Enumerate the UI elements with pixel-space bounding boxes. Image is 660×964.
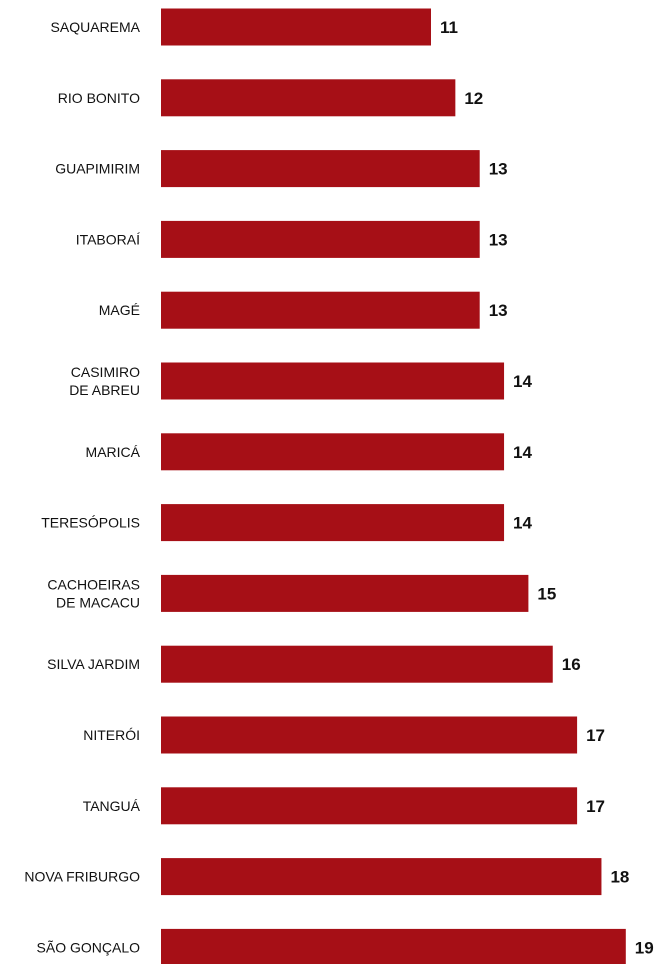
category-label-line: CASIMIRO (71, 364, 140, 380)
value-label-saquarema: 11 (440, 18, 458, 37)
bars (161, 8, 626, 964)
bar-silva-jardim (161, 645, 553, 683)
bar-tangua (161, 787, 578, 825)
category-label-line: SILVA JARDIM (47, 656, 140, 672)
value-label-sao-goncalo: 19 (635, 938, 654, 957)
value-label-casimiro-de-abreu: 14 (513, 372, 532, 391)
category-labels: SAQUAREMA RIO BONITO GUAPIMIRIM ITABORAÍ MAG… (24, 19, 140, 955)
category-label-marica: MARICÁ (86, 444, 141, 460)
category-label-nova-friburgo: NOVA FRIBURGO (24, 869, 140, 885)
category-label-niteroi: NITERÓI (83, 727, 140, 743)
category-label-silva-jardim: SILVA JARDIM (47, 656, 140, 672)
value-label-rio-bonito: 12 (464, 89, 483, 108)
bar-cachoeiras-de-macacu (161, 574, 529, 612)
value-labels: 11 12 13 13 13 14 14 14 15 16 17 17 18 19 (440, 18, 654, 957)
value-label-guapimirim: 13 (489, 160, 508, 179)
category-label-line: NOVA FRIBURGO (24, 869, 140, 885)
category-label-cachoeiras-de-macacu: CACHOEIRAS DE MACACU (47, 576, 140, 610)
value-label-marica: 14 (513, 443, 532, 462)
bar-guapimirim (161, 150, 480, 188)
bar-rio-bonito (161, 79, 456, 117)
value-label-mage: 13 (489, 301, 508, 320)
value-label-silva-jardim: 16 (562, 655, 581, 674)
category-label-line: TANGUÁ (83, 798, 141, 814)
category-label-mage: MAGÉ (99, 302, 140, 318)
bar-itaborai (161, 220, 480, 258)
value-label-tangua: 17 (586, 797, 605, 816)
bar-sao-goncalo (161, 928, 626, 964)
category-label-line: CACHOEIRAS (47, 576, 140, 592)
category-label-line: ITABORAÍ (76, 231, 140, 247)
category-label-rio-bonito: RIO BONITO (58, 90, 140, 106)
bar-saquarema (161, 8, 431, 46)
category-label-casimiro-de-abreu: CASIMIRO DE ABREU (69, 364, 140, 398)
category-label-line: TERESÓPOLIS (41, 515, 140, 531)
category-label-line: MAGÉ (99, 302, 140, 318)
bar-casimiro-de-abreu (161, 362, 505, 400)
bar-teresopolis (161, 504, 505, 542)
category-label-line: DE MACACU (56, 594, 140, 610)
bar-mage (161, 291, 480, 329)
category-label-line: NITERÓI (83, 727, 140, 743)
category-label-line: GUAPIMIRIM (55, 161, 140, 177)
category-label-line: MARICÁ (86, 444, 141, 460)
category-label-tangua: TANGUÁ (83, 798, 141, 814)
category-label-itaborai: ITABORAÍ (76, 231, 140, 247)
category-label-line: SÃO GONÇALO (37, 939, 141, 955)
bar-niteroi (161, 716, 578, 754)
value-label-teresopolis: 14 (513, 514, 532, 533)
value-label-itaborai: 13 (489, 230, 508, 249)
value-label-cachoeiras-de-macacu: 15 (537, 584, 556, 603)
category-label-line: RIO BONITO (58, 90, 140, 106)
value-label-niteroi: 17 (586, 726, 605, 745)
value-label-nova-friburgo: 18 (610, 868, 629, 887)
bar-nova-friburgo (161, 858, 602, 896)
category-label-line: DE ABREU (69, 382, 140, 398)
category-label-teresopolis: TERESÓPOLIS (41, 515, 140, 531)
bar-marica (161, 433, 505, 471)
category-label-guapimirim: GUAPIMIRIM (55, 161, 140, 177)
category-label-line: SAQUAREMA (51, 19, 141, 35)
category-label-sao-goncalo: SÃO GONÇALO (37, 939, 141, 955)
category-label-saquarema: SAQUAREMA (51, 19, 141, 35)
